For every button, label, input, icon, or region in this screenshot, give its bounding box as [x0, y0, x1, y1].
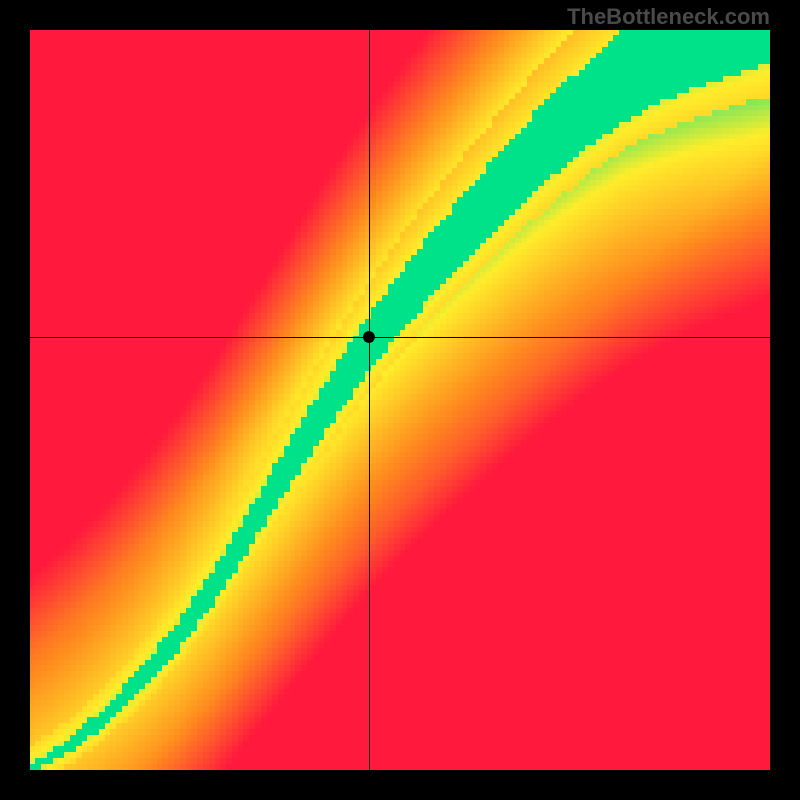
watermark-text: TheBottleneck.com	[567, 4, 770, 30]
chart-container: TheBottleneck.com	[0, 0, 800, 800]
plot-area	[30, 30, 770, 770]
heatmap-canvas	[30, 30, 770, 770]
